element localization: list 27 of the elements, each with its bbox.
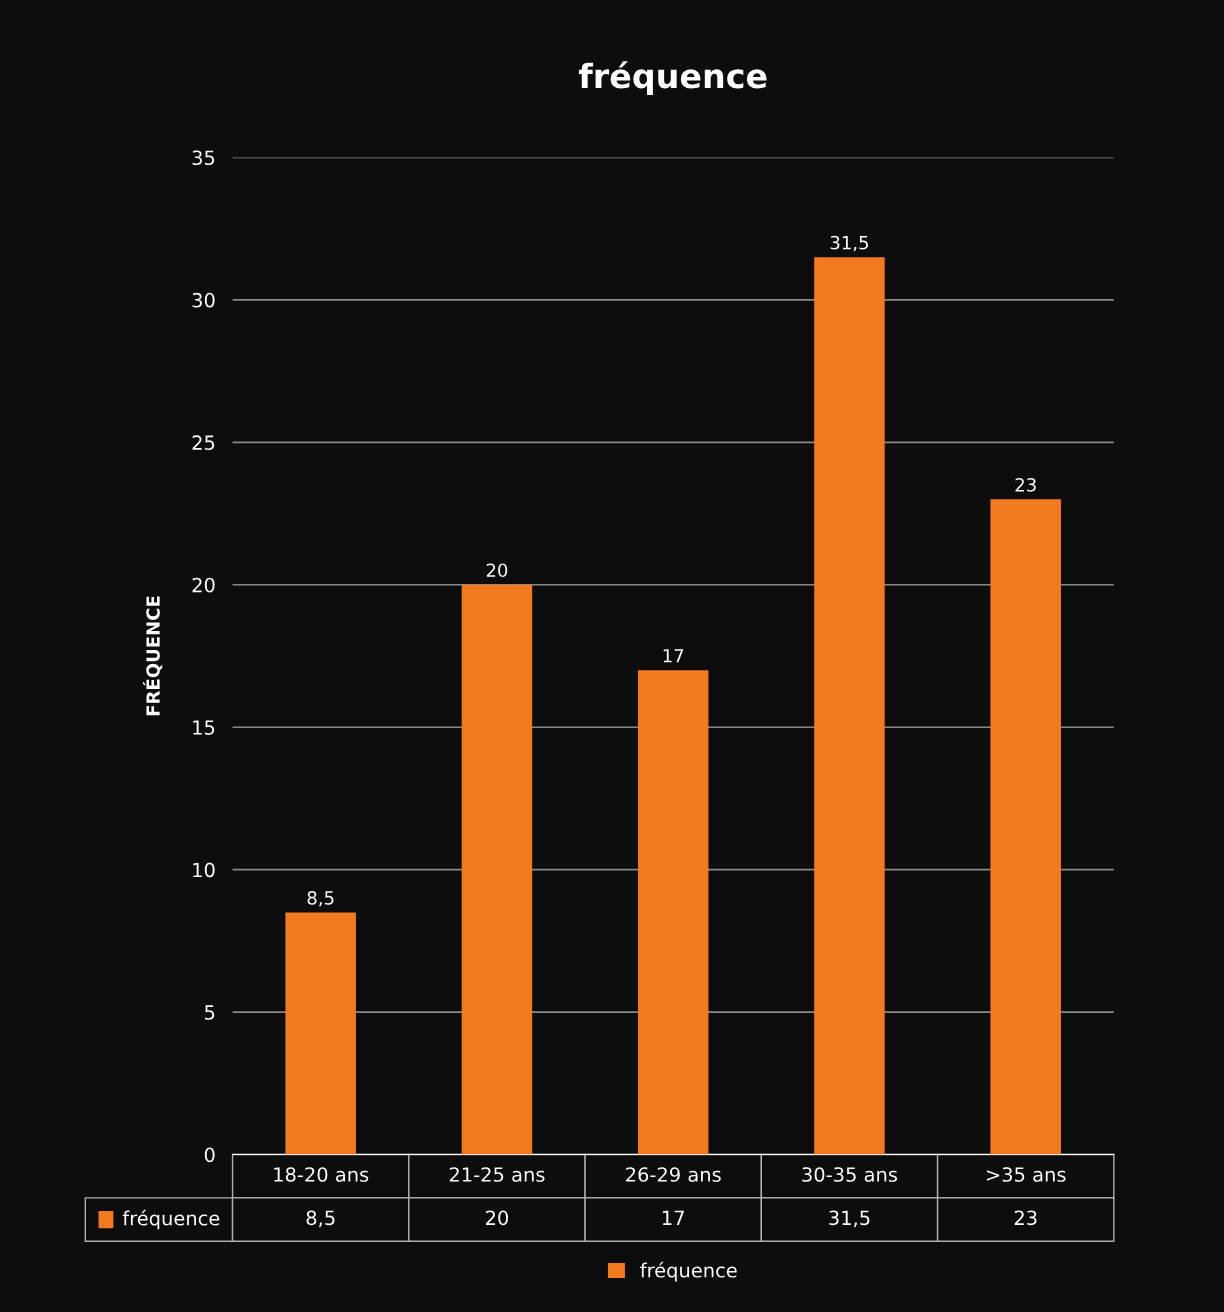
data-label: 17: [662, 1210, 684, 1225]
y-tick-label: 15: [193, 720, 215, 735]
legend-label: fréquence: [122, 1209, 220, 1230]
y-tick-label: 30: [192, 292, 215, 308]
x-tick-label: 26-29 ans: [626, 1167, 721, 1182]
data-label: 31,5: [829, 1210, 870, 1228]
x-tick-label: 18-20 ans: [274, 1167, 369, 1182]
data-label: 8,5: [306, 1210, 335, 1228]
data-label: 23: [1014, 1210, 1037, 1226]
chart-title: fréquence: [578, 61, 767, 95]
y-tick-label: 5: [205, 1005, 215, 1020]
y-tick-label: 20: [192, 577, 215, 593]
text: 8,5: [307, 891, 334, 907]
x-tick-label: 30-35 ans: [802, 1167, 898, 1182]
y-tick-label: 0: [204, 1147, 215, 1163]
y-tick-label: 25: [192, 435, 215, 450]
x-tick-label: >35 ans: [986, 1167, 1066, 1182]
text: 20: [486, 563, 508, 578]
text: fréquence: [640, 1261, 737, 1282]
text: 31,5: [830, 235, 868, 252]
y-tick-label: 10: [193, 862, 215, 878]
text: 23: [1015, 477, 1036, 492]
data-label: 20: [486, 1210, 509, 1226]
x-tick-label: 21-25 ans: [449, 1167, 545, 1182]
y-axis-title: FRÉQUENCE: [142, 596, 163, 716]
text: 17: [663, 649, 684, 663]
y-tick-label: 35: [192, 150, 215, 166]
